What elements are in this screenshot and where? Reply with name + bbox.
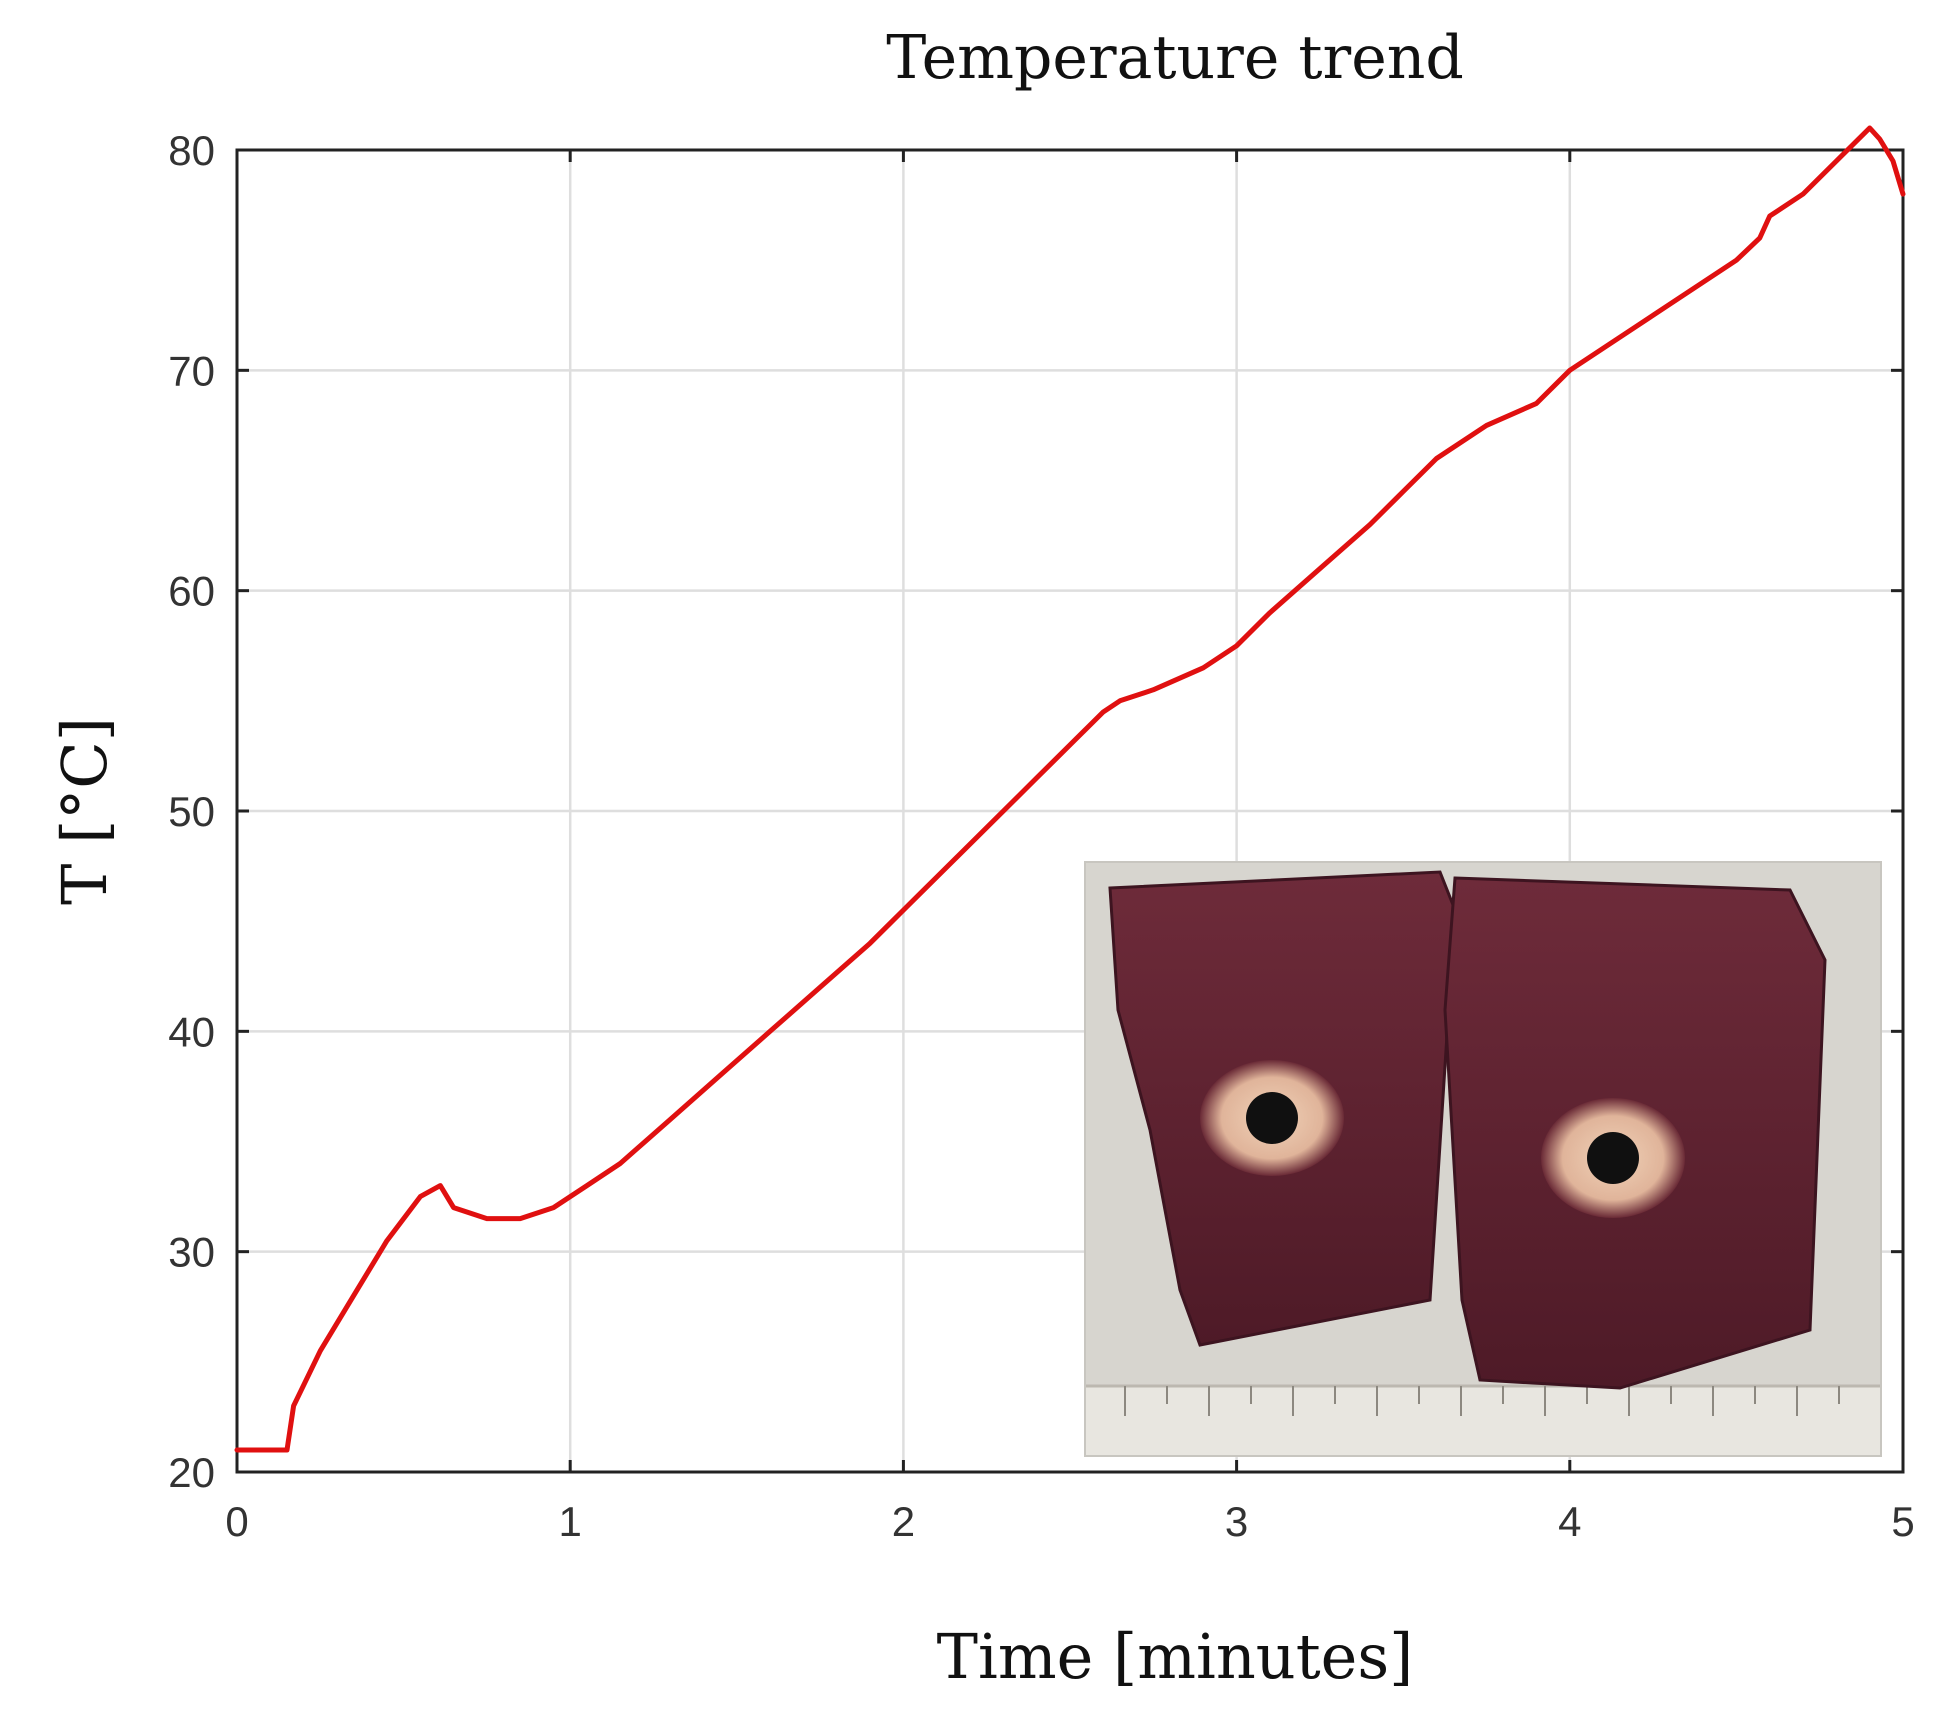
y-axis-label: T [°C] — [48, 717, 121, 905]
y-tick-label: 80 — [168, 127, 215, 174]
y-tick-label: 60 — [168, 568, 215, 615]
y-tick-label: 50 — [168, 788, 215, 835]
y-tick-label: 20 — [168, 1449, 215, 1496]
series-lines — [234, 125, 1906, 1453]
probe-hole-right — [1587, 1132, 1639, 1184]
x-tick-label: 0 — [225, 1498, 248, 1545]
x-tick-label: 4 — [1558, 1498, 1581, 1545]
chart-title: Temperature trend — [886, 23, 1464, 93]
y-tick-label: 30 — [168, 1229, 215, 1276]
x-tick-label: 3 — [1225, 1498, 1248, 1545]
y-tick-label: 70 — [168, 347, 215, 394]
x-tick-label: 1 — [559, 1498, 582, 1545]
tick-labels: 0 1 2 3 4 5 20 30 40 50 60 70 80 — [168, 127, 1914, 1545]
ruler-strip — [1085, 1386, 1881, 1456]
y-tick-label: 40 — [168, 1008, 215, 1055]
x-axis-label: Time [minutes] — [937, 1620, 1414, 1693]
series-line-0 — [234, 125, 1906, 1453]
inset-photo — [1084, 861, 1882, 1457]
plot-frame — [235, 148, 1905, 1474]
grid-lines — [237, 150, 1903, 1472]
x-tick-label: 2 — [892, 1498, 915, 1545]
x-tick-label: 5 — [1891, 1498, 1914, 1545]
inset-border — [1084, 861, 1882, 1457]
probe-hole-left — [1246, 1092, 1298, 1144]
